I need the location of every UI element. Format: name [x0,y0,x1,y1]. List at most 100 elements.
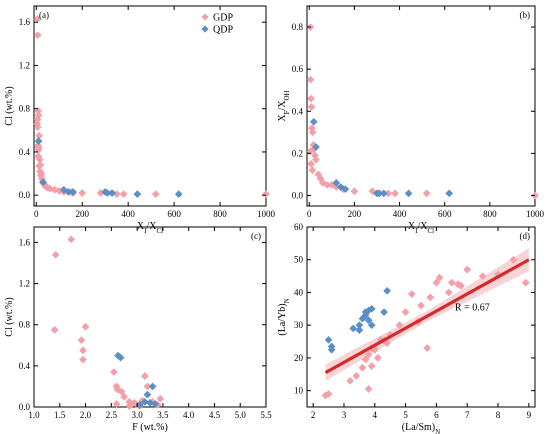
x-tick-label: 3.5 [157,410,169,420]
x-tick-label: 2.0 [80,410,92,420]
data-point-gdp [117,387,126,396]
data-point-qdp [108,189,116,197]
data-point-gdp [34,152,43,161]
x-tick-label: 600 [438,209,452,219]
data-point-gdp [352,372,361,380]
x-tick-label: 1000 [257,209,276,219]
legend-label-qdp: QDP [213,25,233,36]
y-tick-label: 0.4 [19,147,31,157]
data-point-qdp [140,397,149,406]
data-point-gdp [358,363,367,372]
x-axis-title: (La/Sm)N [402,422,440,434]
data-point-gdp [364,385,373,393]
y-tick-label: 40 [294,287,304,297]
x-tick-label: 0 [307,209,312,219]
data-point-gdp [79,346,87,355]
r-annotation: R = 0.67 [455,302,490,313]
data-point-qdp [349,324,358,333]
x-tick-label: 2 [311,410,316,420]
data-point-gdp [457,282,465,290]
panel-4: R = 0.67 2 3 4 5 6 7 8 9 10 20 30 40 50 60 (La/Sm)N (La/… [277,222,536,434]
x-tick-label: 9 [527,410,532,420]
data-point-gdp [110,368,118,376]
plot-frame [33,5,267,207]
y-tick-label: 1.2 [19,60,30,70]
data-point-gdp [432,278,441,287]
panel-1: 0 200 400 600 800 1000 0.0 0.4 0.8 1.2 1.6 XI/XCl Cl… [4,5,276,235]
data-point-gdp [79,355,87,364]
x-tick-label: 400 [121,209,135,219]
data-point-gdp [306,75,315,84]
data-point-gdp [308,166,317,175]
data-point-gdp [373,354,382,362]
data-point-gdp [33,123,42,131]
data-point-gdp [426,293,435,302]
data-point-qdp [380,308,388,316]
data-point-gdp [407,290,416,298]
data-point-gdp [401,308,410,316]
data-point-gdp [423,344,432,352]
y-tick-label: 10 [294,386,304,396]
data-point-qdp [34,137,43,146]
data-point-gdp [77,336,86,345]
data-point-gdp [422,189,431,198]
data-point-gdp [361,355,370,364]
data-point-gdp [318,178,327,187]
data-point-qdp [327,345,336,354]
x-tick-label: 4.0 [183,410,195,420]
data-point-gdp [350,187,359,196]
data-point-qdp [367,321,376,330]
plot-frame [306,226,536,408]
data-point-gdp [364,350,373,359]
data-point-gdp [521,278,530,287]
panel-label: (c) [251,231,261,241]
y-axis-title: Cl (wt.%) [4,297,15,336]
plot-frame [33,226,267,408]
data-point-gdp [307,160,315,168]
y-tick-label: 0.0 [292,190,304,200]
y-tick-label: 60 [294,222,304,232]
x-tick-label: 200 [75,209,89,219]
data-point-gdp [368,187,377,196]
data-point-gdp [78,189,87,197]
x-tick-label: 3 [342,410,347,420]
x-tick-label: 4.5 [209,410,221,420]
data-point-gdp [156,394,165,403]
x-axis-title: XI/XCl [408,221,434,235]
data-point-gdp [151,190,160,198]
plot-frame [306,5,536,207]
y-tick-label: 30 [294,320,304,330]
data-point-gdp [444,288,453,297]
data-point-gdp [306,147,315,156]
data-point-qdp [379,189,388,198]
data-point-qdp [151,400,160,408]
y-axis-title: Cl (wt.%) [4,86,15,125]
data-point-gdp [50,325,59,334]
data-point-qdp [143,390,152,399]
x-tick-label: 800 [483,209,497,219]
data-point-gdp [120,392,129,401]
panel-3: 1.0 1.5 2.0 2.5 3.0 3.5 4.0 4.5 5.0 5.5 0.0 0.4 0.8 1… [4,226,272,433]
data-point-qdp [69,188,77,196]
x-tick-label: 2.5 [106,410,118,420]
x-tick-label: 5.5 [260,410,272,420]
data-point-qdp [312,143,320,151]
x-tick-label: 5.0 [235,410,247,420]
legend-label-gdp: GDP [213,13,233,24]
x-tick-label: 800 [213,209,227,219]
x-tick-label: 600 [167,209,181,219]
y-tick-label: 1.6 [19,17,31,27]
data-point-gdp [312,155,320,164]
x-tick-label: 3.0 [131,410,143,420]
y-tick-label: 50 [294,255,304,265]
data-point-gdp [447,278,456,287]
data-point-qdp [309,117,318,126]
panel-label: (b) [520,10,531,20]
x-tick-label: 200 [348,209,362,219]
data-point-qdp [174,190,183,198]
data-point-gdp [367,362,376,370]
data-point-gdp [112,400,121,408]
data-point-gdp [308,128,317,137]
